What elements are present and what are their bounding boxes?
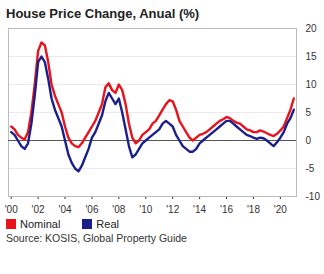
- svg-text:'02: '02: [32, 204, 45, 215]
- svg-text:5: 5: [306, 107, 312, 118]
- svg-text:-5: -5: [306, 163, 315, 174]
- html-text:Real: Real: [96, 218, 119, 230]
- svg-text:'00: '00: [5, 204, 18, 215]
- svg-text:-10: -10: [306, 191, 321, 202]
- html-text:Source: KOSIS, Global Property: Source: KOSIS, Global Property Guide: [6, 232, 187, 244]
- svg-text:'04: '04: [58, 204, 71, 215]
- svg-text:15: 15: [306, 51, 318, 62]
- svg-text:0: 0: [306, 135, 312, 146]
- svg-text:'18: '18: [247, 204, 260, 215]
- svg-text:'06: '06: [85, 204, 98, 215]
- html-text:Nominal: Nominal: [20, 218, 61, 230]
- html-text:House Price Change, Anual (%): House Price Change, Anual (%): [6, 6, 200, 21]
- svg-text:'16: '16: [220, 204, 233, 215]
- svg-text:'08: '08: [112, 204, 125, 215]
- svg-text:'20: '20: [274, 204, 287, 215]
- svg-text:20: 20: [306, 23, 318, 34]
- svg-text:10: 10: [306, 79, 318, 90]
- svg-text:'12: '12: [166, 204, 179, 215]
- svg-text:'14: '14: [193, 204, 206, 215]
- svg-text:'10: '10: [139, 204, 152, 215]
